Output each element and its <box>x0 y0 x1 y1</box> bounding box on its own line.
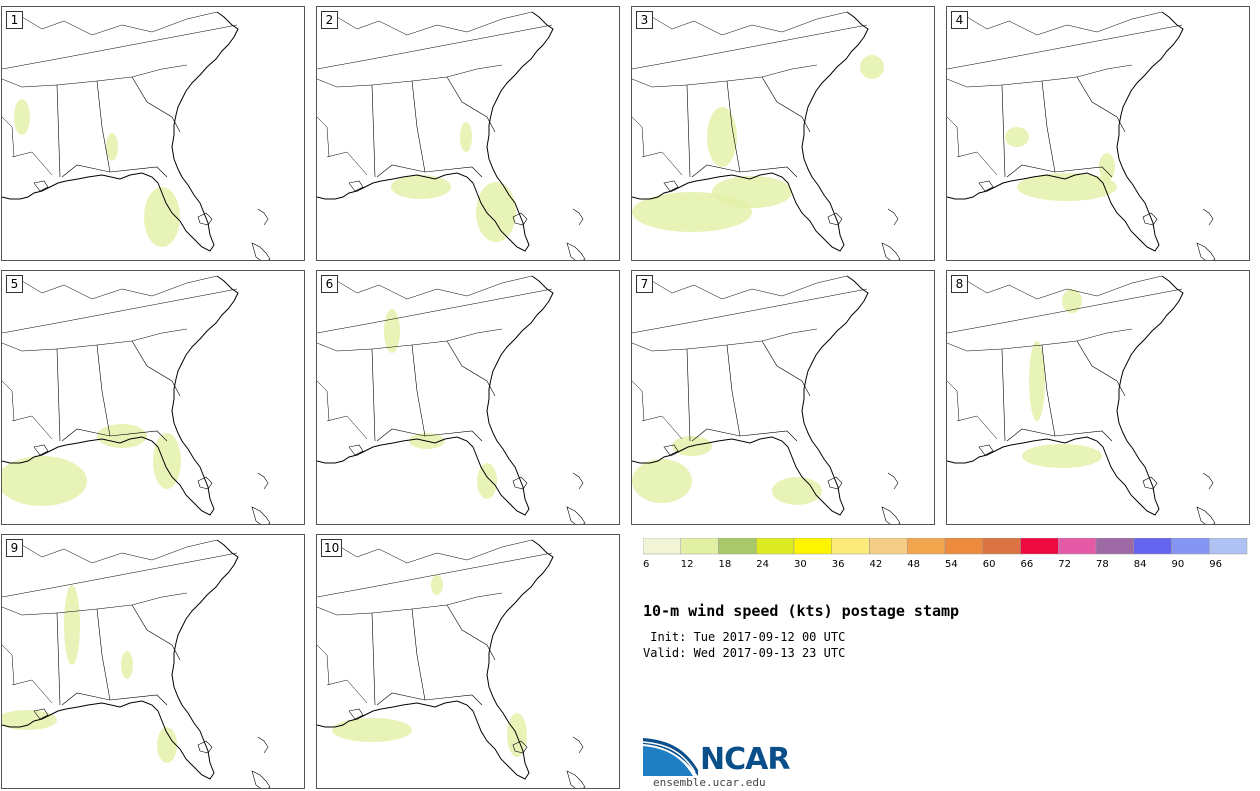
colorbar-swatch <box>1020 538 1059 555</box>
wind-speed-area <box>707 107 737 167</box>
wind-speed-area <box>153 433 181 489</box>
colorbar-tick-label: 90 <box>1172 559 1185 570</box>
southeast-us-map <box>317 539 586 788</box>
colorbar-swatch <box>1058 538 1097 555</box>
colorbar-swatch <box>982 538 1021 555</box>
southeast-us-map <box>947 275 1216 524</box>
valid-time: Valid: Wed 2017-09-13 23 UTC <box>643 646 846 660</box>
wind-speed-area <box>14 99 30 135</box>
ensemble-member-panel: 1 <box>1 6 305 261</box>
wind-speed-area <box>1005 127 1029 147</box>
colorbar-tick-label: 18 <box>719 559 732 570</box>
wind-speed-area <box>64 585 80 665</box>
colorbar-tick-label: 6 <box>643 559 649 570</box>
colorbar-tick-label: 72 <box>1058 559 1071 570</box>
ensemble-member-panel: 2 <box>316 6 620 261</box>
panel-number: 8 <box>951 275 968 293</box>
colorbar-swatch <box>1209 538 1248 555</box>
wind-speed-area <box>157 727 177 763</box>
wind-speed-area <box>121 651 133 679</box>
panel-number: 1 <box>6 11 23 29</box>
wind-speed-area <box>1029 341 1045 421</box>
ensemble-member-panel: 4 <box>946 6 1250 261</box>
southeast-us-map <box>947 11 1216 260</box>
colorbar-tick-label: 84 <box>1134 559 1147 570</box>
colorbar-swatch <box>944 538 983 555</box>
wind-speed-area <box>332 718 412 742</box>
wind-speed-area <box>2 710 57 730</box>
wind-speed-area <box>476 182 516 242</box>
colorbar-swatch <box>756 538 795 555</box>
colorbar-swatch <box>1095 538 1134 555</box>
wind-speed-area <box>1022 444 1102 468</box>
wind-speed-area <box>860 55 884 79</box>
colorbar-tick-label: 54 <box>945 559 958 570</box>
panel-number: 5 <box>6 275 23 293</box>
southeast-us-map <box>317 11 586 260</box>
ensemble-member-panel: 5 <box>1 270 305 525</box>
wind-speed-area <box>477 463 497 499</box>
colorbar-swatch <box>1133 538 1172 555</box>
colorbar-swatch <box>907 538 946 555</box>
panel-number: 10 <box>321 539 343 557</box>
init-time: Init: Tue 2017-09-12 00 UTC <box>643 630 846 644</box>
wind-speed-area <box>431 575 443 595</box>
ensemble-member-panel: 9 <box>1 534 305 789</box>
wind-speed-colorbar: 6 12 18 24 30 36 42 48 54 60 66 72 78 84 90 96 <box>643 538 1248 570</box>
wind-speed-area <box>97 424 147 448</box>
colorbar-tick-label: 12 <box>681 559 694 570</box>
chart-title: 10-m wind speed (kts) postage stamp <box>643 602 960 620</box>
colorbar-tick-label: 30 <box>794 559 807 570</box>
panel-number: 7 <box>636 275 653 293</box>
wind-speed-area <box>632 459 692 503</box>
panel-number: 2 <box>321 11 338 29</box>
colorbar-swatch <box>718 538 757 555</box>
southeast-us-map <box>317 275 586 524</box>
colorbar-swatch <box>1171 538 1210 555</box>
wind-speed-area <box>1099 153 1115 181</box>
southeast-us-map <box>2 539 271 788</box>
colorbar-swatch <box>680 538 719 555</box>
panel-number: 3 <box>636 11 653 29</box>
colorbar-tick-label: 60 <box>983 559 996 570</box>
colorbar-swatch <box>831 538 870 555</box>
wind-speed-area <box>1017 173 1117 201</box>
colorbar-tick-label: 96 <box>1209 559 1222 570</box>
colorbar-swatch <box>869 538 908 555</box>
panel-number: 6 <box>321 275 338 293</box>
colorbar-tick-label: 36 <box>832 559 845 570</box>
colorbar-tick-label: 66 <box>1021 559 1034 570</box>
wind-speed-area <box>391 175 451 199</box>
colorbar-tick-label: 24 <box>756 559 769 570</box>
southeast-us-map <box>632 275 901 524</box>
ensemble-member-panel: 8 <box>946 270 1250 525</box>
ensemble-member-panel: 7 <box>631 270 935 525</box>
ensemble-member-panel: 10 <box>316 534 620 789</box>
wind-speed-area <box>712 176 792 208</box>
logo-url: ensemble.ucar.edu <box>653 776 766 789</box>
wind-speed-area <box>772 477 822 505</box>
wind-speed-area <box>144 187 180 247</box>
colorbar-swatch <box>793 538 832 555</box>
ncar-logo-icon <box>643 738 698 776</box>
southeast-us-map <box>2 275 271 524</box>
panel-number: 4 <box>951 11 968 29</box>
colorbar-tick-label: 78 <box>1096 559 1109 570</box>
southeast-us-map <box>2 11 271 260</box>
southeast-us-map <box>632 11 901 260</box>
ensemble-member-panel: 6 <box>316 270 620 525</box>
wind-speed-area <box>1062 289 1082 313</box>
wind-speed-area <box>460 122 472 152</box>
colorbar-tick-label: 42 <box>870 559 883 570</box>
colorbar-swatch <box>643 538 681 555</box>
colorbar-tick-label: 48 <box>907 559 920 570</box>
panel-number: 9 <box>6 539 23 557</box>
ensemble-member-panel: 3 <box>631 6 935 261</box>
ncar-wordmark: NCAR <box>700 742 790 777</box>
wind-speed-area <box>2 456 87 506</box>
wind-speed-area <box>106 133 118 161</box>
